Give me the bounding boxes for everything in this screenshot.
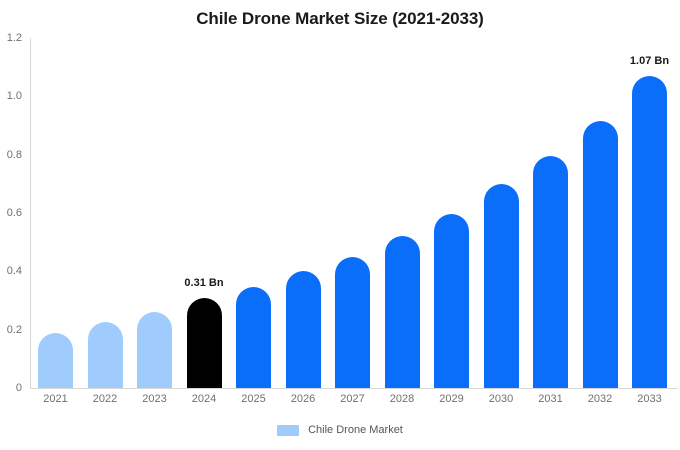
x-tick-label-2021: 2021 bbox=[43, 393, 68, 405]
chart-title: Chile Drone Market Size (2021-2033) bbox=[196, 9, 484, 28]
bar-group-2024[interactable]: 0.31 Bn 2024 bbox=[184, 38, 224, 405]
bar-group-2026[interactable]: 2026 bbox=[285, 38, 321, 405]
y-tick-label: 0.6 bbox=[6, 207, 22, 219]
bar-2023[interactable] bbox=[137, 312, 172, 388]
x-tick-label-2028: 2028 bbox=[389, 393, 415, 405]
x-tick-label-2027: 2027 bbox=[340, 393, 365, 405]
chart-legend: Chile Drone Market bbox=[0, 424, 680, 436]
y-tick-label: 0.4 bbox=[6, 265, 22, 278]
bar-2024[interactable] bbox=[186, 297, 222, 388]
y-tick-label: 1.0 bbox=[6, 90, 22, 103]
legend-label-chile-drone-market: Chile Drone Market bbox=[308, 424, 403, 436]
bar-group-2030[interactable]: 2030 bbox=[483, 38, 519, 405]
y-tick-label: 0.2 bbox=[6, 323, 22, 336]
x-tick-label-2024: 2024 bbox=[191, 393, 217, 405]
y-tick-label: 0 bbox=[15, 382, 22, 394]
x-tick-label-2031: 2031 bbox=[538, 393, 563, 405]
y-axis-line bbox=[30, 38, 31, 389]
bar-2031[interactable] bbox=[533, 156, 568, 388]
bar-group-2022[interactable]: 2022 bbox=[87, 38, 123, 405]
bar-group-2031[interactable]: 2031 bbox=[533, 38, 568, 405]
x-tick-label-2023: 2023 bbox=[142, 393, 167, 405]
bar-2022[interactable] bbox=[87, 322, 123, 388]
bar-group-2032[interactable]: 2032 bbox=[582, 38, 618, 405]
bar-value-label-2033: 1.07 Bn bbox=[629, 54, 670, 67]
x-axis-line bbox=[30, 388, 678, 389]
y-tick-label: 0.8 bbox=[6, 148, 22, 161]
bar-2025[interactable] bbox=[236, 287, 271, 388]
legend-swatch-chile-drone-market bbox=[277, 424, 300, 436]
x-tick-label-2032: 2032 bbox=[587, 393, 613, 405]
x-tick-label-2026: 2026 bbox=[290, 393, 316, 405]
bar-2027[interactable] bbox=[335, 256, 370, 388]
bars-layer: 2021 2022 2023 0.31 Bn 2024 2025 2026 2027 2028 2… bbox=[30, 38, 678, 405]
x-tick-label-2030: 2030 bbox=[488, 393, 514, 405]
bar-2030[interactable] bbox=[483, 183, 519, 388]
bar-group-2027[interactable]: 2027 bbox=[335, 38, 370, 405]
bar-2028[interactable] bbox=[384, 236, 420, 388]
bar-2033[interactable] bbox=[632, 75, 667, 388]
bar-2021[interactable] bbox=[38, 332, 73, 388]
bar-group-2025[interactable]: 2025 bbox=[236, 38, 271, 405]
bar-2026[interactable] bbox=[285, 271, 321, 388]
x-tick-label-2022: 2022 bbox=[92, 393, 118, 405]
x-tick-label-2025: 2025 bbox=[241, 393, 266, 405]
bar-group-2029[interactable]: 2029 bbox=[434, 38, 469, 405]
bar-2032[interactable] bbox=[582, 121, 618, 388]
y-tick-label: 1.2 bbox=[6, 32, 22, 44]
bar-group-2033[interactable]: 1.07 Bn 2033 bbox=[629, 38, 670, 405]
bar-value-label-2024: 0.31 Bn bbox=[184, 276, 224, 289]
x-tick-label-2033: 2033 bbox=[637, 393, 662, 405]
bar-group-2023[interactable]: 2023 bbox=[137, 38, 172, 405]
bar-2029[interactable] bbox=[434, 214, 469, 388]
bar-group-2021[interactable]: 2021 bbox=[38, 38, 73, 405]
bar-group-2028[interactable]: 2028 bbox=[384, 38, 420, 405]
x-tick-label-2029: 2029 bbox=[439, 393, 464, 405]
